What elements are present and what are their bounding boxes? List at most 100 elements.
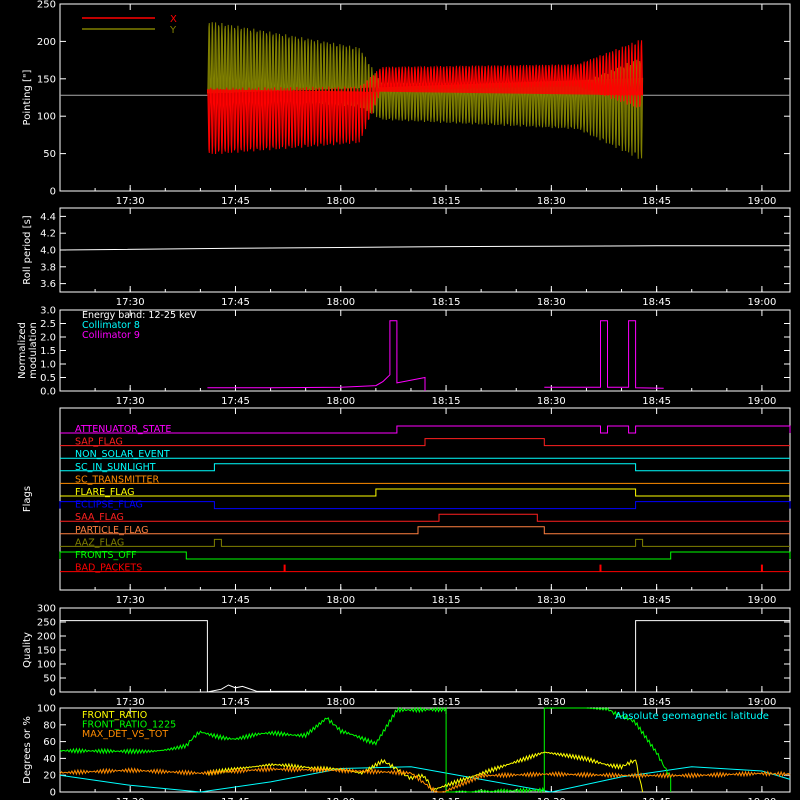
y-axis-label: Flags xyxy=(22,486,33,512)
flag-label: FLARE_FLAG xyxy=(75,487,135,498)
legend-label: Energy band: 12-25 keV xyxy=(82,310,197,321)
x-tick-label: 18:15 xyxy=(432,697,461,708)
legend-label-y: Y xyxy=(169,25,177,36)
x-tick-label: 17:45 xyxy=(221,797,250,800)
flag-label: BAD_PACKETS xyxy=(75,563,142,574)
x-tick-label: 19:00 xyxy=(748,797,777,800)
flag-label: SAP_FLAG xyxy=(75,437,123,448)
y-tick-label: 3.0 xyxy=(40,306,56,317)
flag-line xyxy=(60,463,790,472)
flag-label: FRONTS_OFF xyxy=(75,550,137,561)
y-tick-label: 200 xyxy=(37,37,56,48)
annotation-geomagnetic-latitude: Absolute geomagnetic latitude xyxy=(615,711,769,722)
flag-label: SC_TRANSMITTER xyxy=(75,474,160,485)
y-tick-label: 20 xyxy=(43,771,56,782)
flag-label: SAA_FLAG xyxy=(75,512,124,523)
series-x xyxy=(206,40,644,155)
y-tick-label: 0 xyxy=(50,788,56,799)
y-tick-label: 3.8 xyxy=(40,262,56,273)
y-tick-label: 100 xyxy=(37,112,56,123)
x-tick-label: 18:00 xyxy=(326,297,355,308)
x-tick-label: 18:30 xyxy=(537,396,566,407)
y-tick-label: 0.5 xyxy=(40,373,56,384)
x-tick-label: 18:45 xyxy=(642,396,671,407)
flag-line xyxy=(60,513,790,522)
y-tick-label: 0 xyxy=(50,688,56,699)
y-axis-label: Pointing ["] xyxy=(22,69,33,125)
x-tick-label: 17:30 xyxy=(116,396,145,407)
legend-label: Collimator 8 xyxy=(82,320,140,331)
flag-line xyxy=(59,551,791,560)
x-tick-label: 19:00 xyxy=(748,196,777,207)
x-tick-label: 18:15 xyxy=(432,297,461,308)
panel-2: 17:30 17:45 18:00 18:15 18:30 18:45 19:00 0.0 0.… xyxy=(17,306,791,407)
x-tick-label: 18:00 xyxy=(326,595,355,606)
flag-label: ECLIPSE_FLAG xyxy=(75,500,143,511)
x-tick-label: 18:45 xyxy=(642,297,671,308)
panel-3: 17:30 17:45 18:00 18:15 18:30 18:45 19:00 Flags… xyxy=(22,407,791,606)
y-tick-label: 4.4 xyxy=(40,212,56,223)
panel-0: 17:30 17:45 18:00 18:15 18:30 18:45 19:00 0 50 10… xyxy=(22,0,791,207)
y-tick-label: 150 xyxy=(37,646,56,657)
x-tick-label: 17:30 xyxy=(116,297,145,308)
y-axis-label: Normalized xyxy=(17,322,28,379)
series-line-2 xyxy=(206,751,644,793)
y-tick-label: 100 xyxy=(37,660,56,671)
roll-period-line xyxy=(59,245,790,251)
y-tick-label: 200 xyxy=(37,632,56,643)
flag-label: ATTENUATOR_STATE xyxy=(75,424,171,435)
x-tick-label: 18:00 xyxy=(326,697,355,708)
x-tick-label: 19:00 xyxy=(748,297,777,308)
flag-line xyxy=(60,538,790,547)
panel-frame xyxy=(59,3,791,192)
panel-5: 17:30 17:45 18:00 18:15 18:30 18:45 19:00 0 20 40… xyxy=(22,704,791,800)
y-tick-label: 250 xyxy=(37,618,56,629)
collimator-9-segment-0 xyxy=(207,320,426,391)
quality-line xyxy=(60,620,790,693)
x-tick-label: 18:30 xyxy=(537,697,566,708)
flag-label: PARTICLE_FLAG xyxy=(75,525,148,536)
y-axis-label: Degrees or % xyxy=(22,716,33,784)
x-tick-label: 17:30 xyxy=(116,697,145,708)
y-tick-label: 1.5 xyxy=(40,346,56,357)
y-tick-label: 50 xyxy=(43,674,56,685)
x-tick-label: 18:30 xyxy=(537,297,566,308)
y-tick-label: 3.6 xyxy=(40,279,56,290)
y-tick-label: 2.0 xyxy=(40,333,56,344)
x-tick-label: 17:45 xyxy=(221,196,250,207)
panel-4: 17:30 17:45 18:00 18:15 18:30 18:45 19:00 0 50 10… xyxy=(22,604,791,708)
y-axis-label: Roll period [s] xyxy=(22,215,33,284)
x-tick-label: 18:00 xyxy=(326,797,355,800)
flag-line xyxy=(59,501,791,510)
x-tick-label: 18:15 xyxy=(432,595,461,606)
legend-label: FRONT_RATIO xyxy=(82,710,147,721)
x-tick-label: 17:45 xyxy=(221,697,250,708)
y-tick-label: 100 xyxy=(37,704,56,715)
y-tick-label: 50 xyxy=(43,149,56,160)
y-tick-label: 80 xyxy=(43,720,56,731)
legend-label: Collimator 9 xyxy=(82,330,140,341)
x-tick-label: 17:45 xyxy=(221,396,250,407)
y-axis-label: modulation xyxy=(28,322,39,379)
x-tick-label: 18:45 xyxy=(642,595,671,606)
y-tick-label: 40 xyxy=(43,754,56,765)
x-tick-label: 18:30 xyxy=(537,797,566,800)
x-tick-label: 18:15 xyxy=(432,797,461,800)
y-tick-label: 60 xyxy=(43,737,56,748)
collimator-9-segment-1 xyxy=(544,320,664,389)
x-tick-label: 18:15 xyxy=(432,396,461,407)
y-tick-label: 250 xyxy=(37,0,56,11)
x-tick-label: 18:15 xyxy=(432,196,461,207)
x-tick-label: 17:45 xyxy=(221,595,250,606)
x-tick-label: 17:30 xyxy=(116,196,145,207)
flag-label: NON_SOLAR_EVENT xyxy=(75,449,170,460)
y-tick-label: 150 xyxy=(37,74,56,85)
y-tick-label: 0.0 xyxy=(40,387,56,398)
x-tick-label: 18:30 xyxy=(537,595,566,606)
y-axis-label: Quality xyxy=(22,632,33,668)
y-tick-label: 1.0 xyxy=(40,360,56,371)
x-tick-label: 18:45 xyxy=(642,196,671,207)
x-tick-label: 18:30 xyxy=(537,196,566,207)
y-tick-label: 300 xyxy=(37,604,56,615)
